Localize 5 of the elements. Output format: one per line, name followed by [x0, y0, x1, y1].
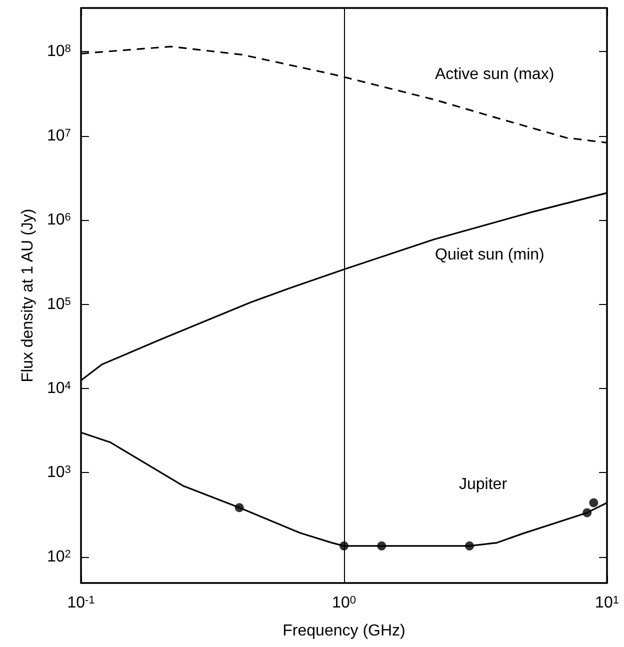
- x-axis-title: Frequency (GHz): [282, 622, 406, 640]
- series-label: Quiet sun (min): [435, 246, 544, 264]
- y-axis-title: Flux density at 1 AU (Jy): [20, 208, 36, 382]
- text: Jupiter: [459, 476, 508, 494]
- series-label: Active sun (max): [435, 66, 554, 84]
